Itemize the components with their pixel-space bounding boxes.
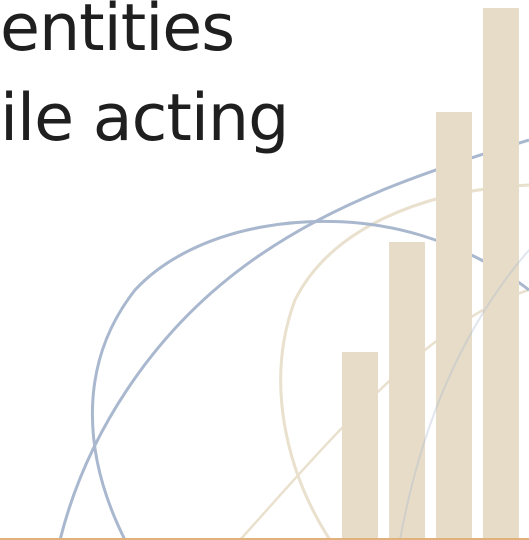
decorative-bar-3 — [436, 112, 472, 540]
decorative-bar-2 — [389, 242, 425, 540]
decorative-arc-blue-3 — [399, 249, 529, 540]
decorative-arc-beige-1 — [279, 183, 529, 540]
decorative-bar-4 — [483, 8, 519, 540]
slide-text-line-2: ile acting — [0, 81, 289, 156]
decorative-arc-blue-1 — [58, 138, 529, 540]
slide-text-line-1: entities — [0, 0, 235, 66]
decorative-bar-1 — [342, 352, 378, 540]
